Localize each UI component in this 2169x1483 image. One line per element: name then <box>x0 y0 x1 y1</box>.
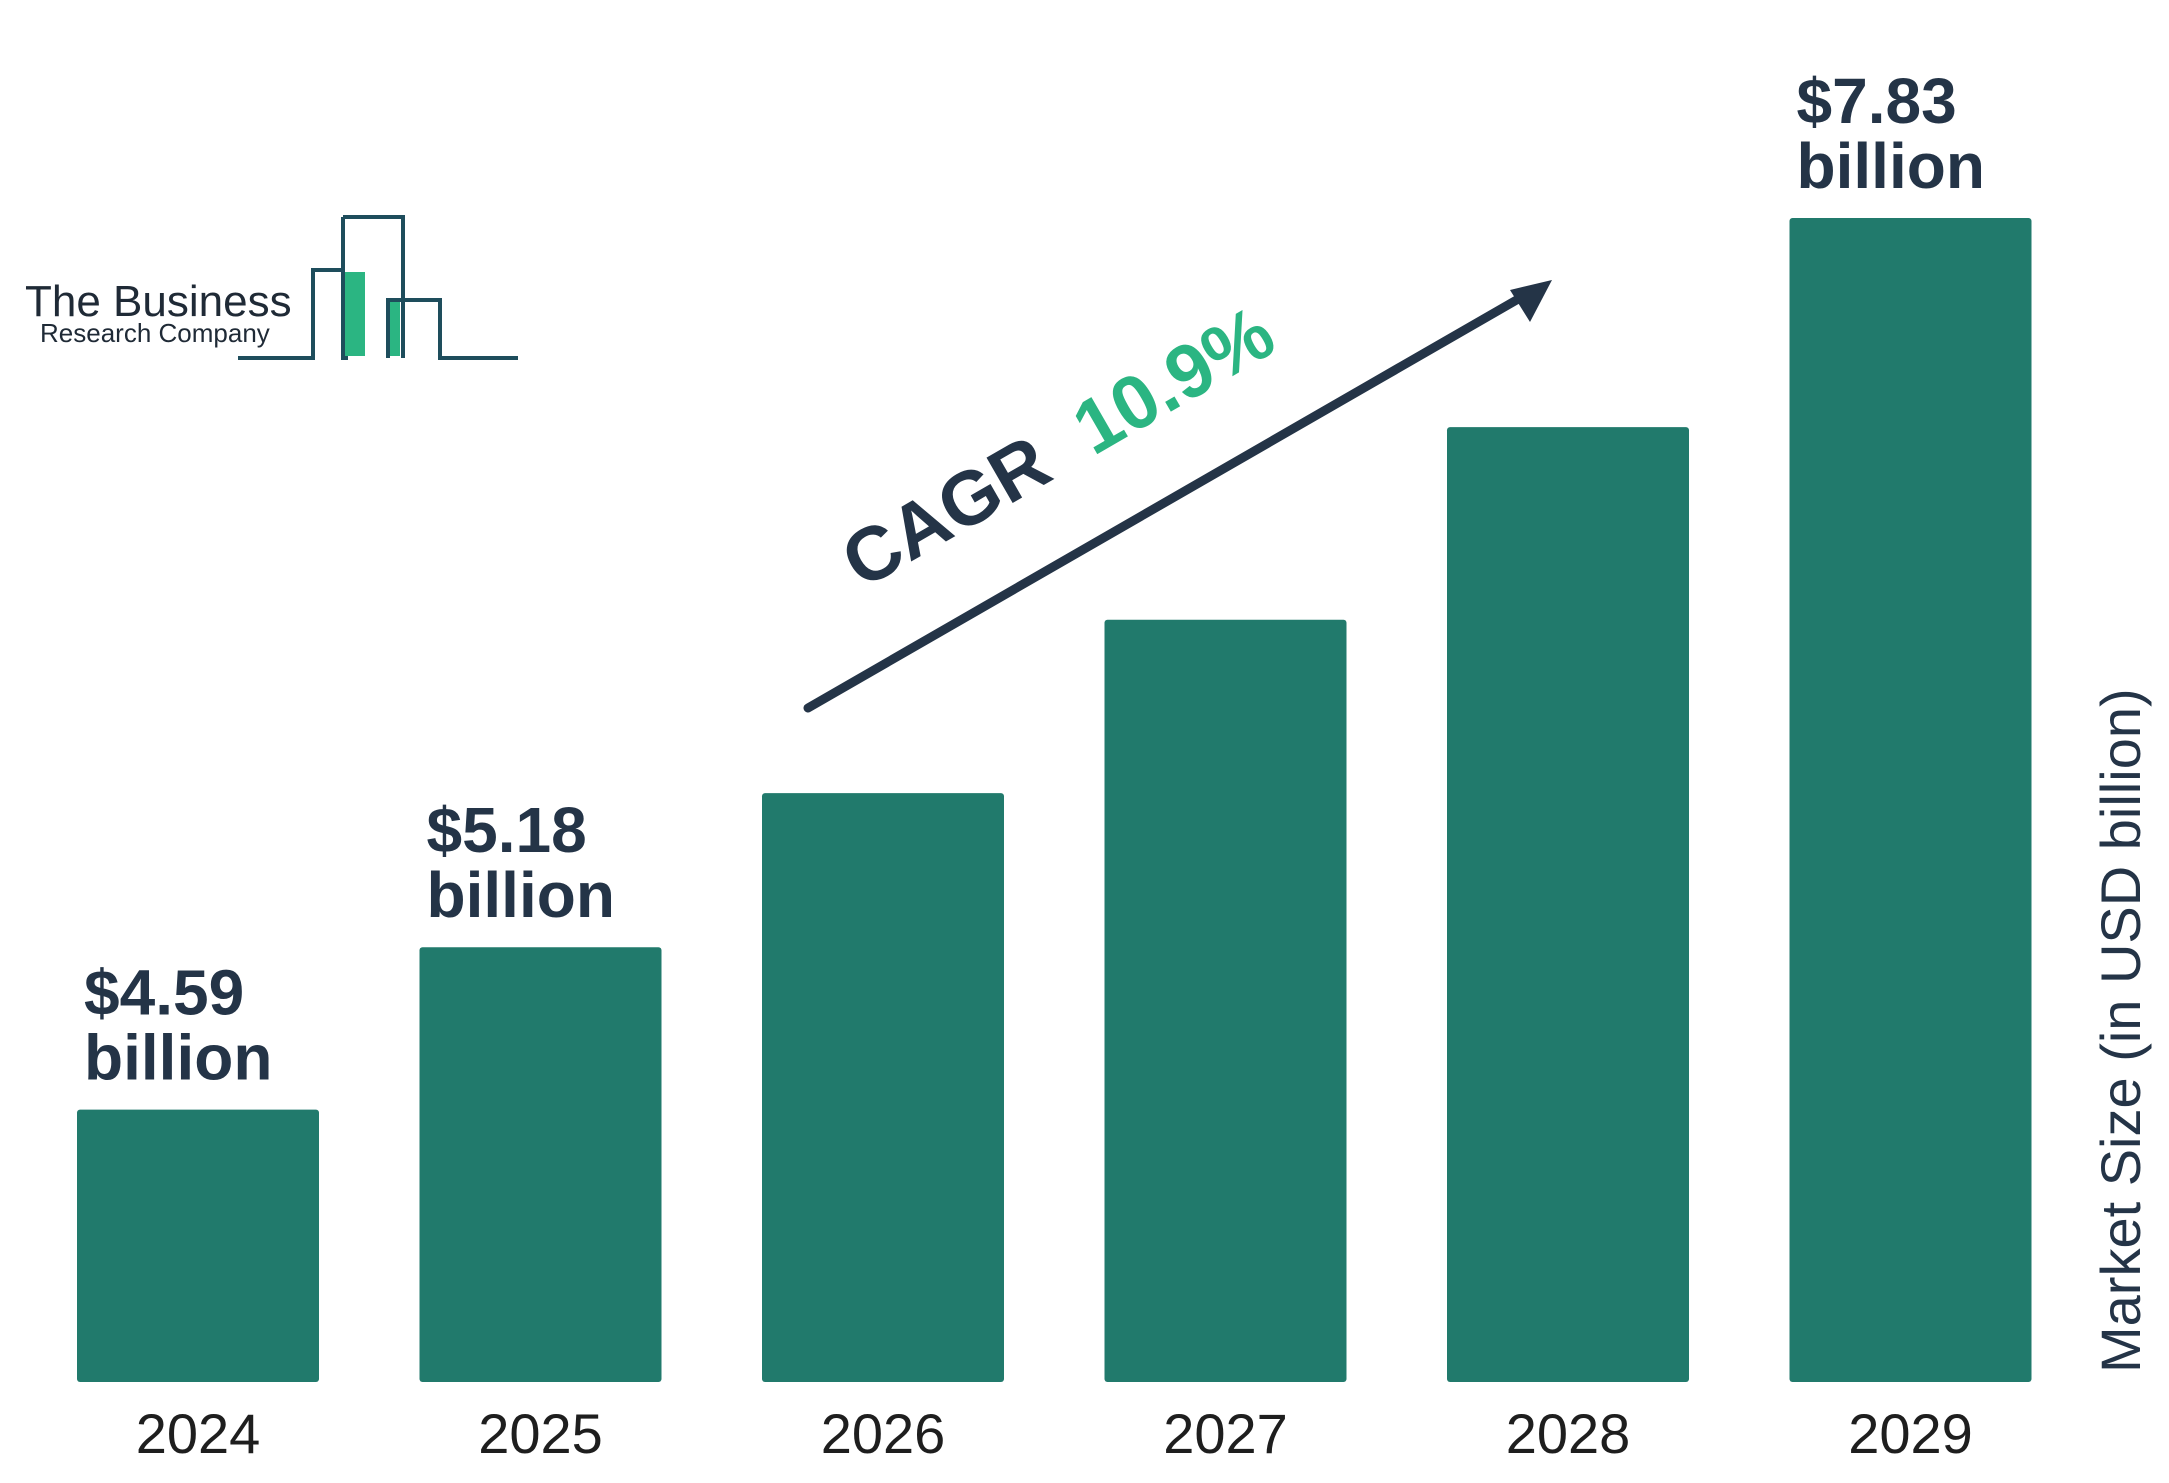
logo-line-2: Research Company <box>40 318 270 348</box>
bar-2029 <box>1789 218 2032 1382</box>
bar-2027 <box>1104 619 1347 1382</box>
y-axis-label: Market Size (in USD billion) <box>2089 688 2152 1373</box>
bar-2028 <box>1447 427 1689 1382</box>
cagr-annotation: CAGR 10.9% <box>828 290 1288 605</box>
company-logo: The Business Research Company <box>25 215 518 360</box>
logo-buildings-icon <box>238 215 518 360</box>
cagr-arrow <box>803 280 1552 713</box>
bars <box>77 218 2032 1382</box>
x-tick-label: 2024 <box>136 1402 261 1465</box>
logo-fill-shape-1 <box>345 272 365 356</box>
logo-fill-shape-2 <box>390 302 400 356</box>
svg-text:CAGR 10.9%: CAGR 10.9% <box>828 290 1288 605</box>
data-label-amount: $7.83 <box>1797 65 1957 137</box>
data-label-unit: billion <box>427 859 615 931</box>
cagr-value: 10.9% <box>1059 290 1288 471</box>
x-tick-label: 2025 <box>478 1402 603 1465</box>
logo-line-1: The Business <box>25 277 292 326</box>
data-label-unit: billion <box>1797 130 1985 202</box>
x-tick-label: 2026 <box>821 1402 946 1465</box>
x-tick-label: 2027 <box>1163 1402 1288 1465</box>
x-tick-label: 2028 <box>1506 1402 1631 1465</box>
x-axis-ticks: 2024 2025 2026 2027 2028 2029 <box>136 1402 1973 1465</box>
bar-2025 <box>419 947 662 1382</box>
data-label-unit: billion <box>84 1022 272 1094</box>
data-label-amount: $5.18 <box>427 794 587 866</box>
bar-2024 <box>77 1109 319 1382</box>
bar-2026 <box>762 793 1004 1382</box>
x-tick-label: 2029 <box>1848 1402 1973 1465</box>
data-label-amount: $4.59 <box>84 957 244 1029</box>
